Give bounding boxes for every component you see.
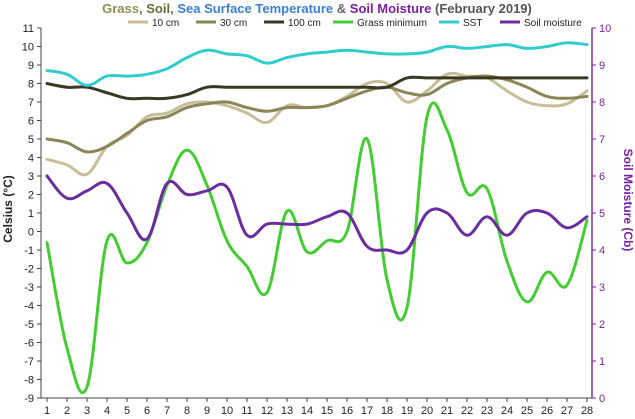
legend-label-30-cm: 30 cm xyxy=(220,18,247,29)
x-axis-ticks: 1 2 3 4 5 6 7 8 9 10 11 12 13 14 15 16 17 18 19 20 21 22 23 24 2… xyxy=(44,398,593,417)
x-tick-label: 10 xyxy=(221,405,233,417)
x-tick-label: 12 xyxy=(261,405,273,417)
left-tick-label: -8 xyxy=(24,375,34,387)
right-tick-label: 7 xyxy=(599,134,605,146)
x-tick-label: 7 xyxy=(164,405,170,417)
left-tick-label: -3 xyxy=(24,282,34,294)
left-tick-label: 3 xyxy=(28,171,34,183)
x-tick-label: 13 xyxy=(281,405,293,417)
x-tick-label: 11 xyxy=(241,405,252,417)
x-tick-label: 6 xyxy=(144,405,150,417)
axes xyxy=(40,28,593,399)
series-line-soil-moisture xyxy=(45,174,589,255)
x-tick-label: 26 xyxy=(541,405,553,417)
title-part: Soil xyxy=(146,1,170,16)
left-tick-label: -6 xyxy=(24,338,34,350)
x-tick-label: 21 xyxy=(441,405,453,417)
x-tick-label: 3 xyxy=(84,405,90,417)
left-tick-label: 5 xyxy=(28,134,34,146)
right-tick-label: 8 xyxy=(599,97,605,109)
left-tick-label: -9 xyxy=(24,393,34,405)
title-part: Soil Moisture xyxy=(350,1,432,16)
chart-title: Grass, Soil, Sea Surface Temperature & S… xyxy=(102,1,532,16)
title-part: (February 2019) xyxy=(431,1,531,16)
left-tick-label: -7 xyxy=(24,356,34,368)
x-tick-label: 5 xyxy=(124,405,130,417)
x-tick-label: 24 xyxy=(501,405,513,417)
left-tick-label: 0 xyxy=(28,227,34,239)
series-line-sst xyxy=(45,41,589,87)
left-tick-label: 10 xyxy=(22,42,34,54)
left-tick-label: 8 xyxy=(28,79,34,91)
right-axis-ticks: 0 1 2 3 4 5 6 7 8 9 10 xyxy=(592,23,611,405)
x-tick-label: 28 xyxy=(581,405,593,417)
x-tick-label: 20 xyxy=(421,405,433,417)
title-part: Sea Surface Temperature xyxy=(177,1,333,16)
x-tick-label: 22 xyxy=(461,405,473,417)
right-axis-label: Soil Moisture (Cb) xyxy=(621,149,635,252)
legend-label-100-cm: 100 cm xyxy=(288,18,321,29)
x-tick-label: 8 xyxy=(184,405,190,417)
left-axis-ticks: -9 -8 -7 -6 -5 -4 -3 -2 -1 0 1 2 3 4 5 6 7 8 9 10 11 xyxy=(22,23,41,405)
x-tick-label: 14 xyxy=(301,405,313,417)
left-tick-label: 1 xyxy=(28,208,34,220)
x-tick-label: 1 xyxy=(44,405,50,417)
x-tick-label: 18 xyxy=(381,405,393,417)
right-tick-label: 3 xyxy=(599,282,605,294)
legend-label-sst: SST xyxy=(463,18,482,29)
left-tick-label: 7 xyxy=(28,97,34,109)
right-tick-label: 2 xyxy=(599,319,605,331)
x-tick-label: 2 xyxy=(64,405,70,417)
left-tick-label: -1 xyxy=(24,245,34,257)
right-tick-label: 1 xyxy=(599,356,605,368)
legend-label-10-cm: 10 cm xyxy=(152,18,179,29)
right-tick-label: 9 xyxy=(599,60,605,72)
right-tick-label: 4 xyxy=(599,245,605,257)
x-tick-label: 19 xyxy=(401,405,413,417)
legend-label-soil-moisture: Soil moisture xyxy=(524,18,582,29)
left-tick-label: -5 xyxy=(24,319,34,331)
legend: 10 cm 30 cm 100 cm Grass minimum SST Soil moi… xyxy=(128,18,582,29)
series-line-100-cm xyxy=(45,75,589,101)
series-line-grass-minimum xyxy=(45,101,589,395)
x-tick-label: 23 xyxy=(481,405,493,417)
x-tick-label: 9 xyxy=(204,405,210,417)
left-tick-label: 2 xyxy=(28,190,34,202)
title-part: , xyxy=(170,1,177,16)
x-tick-label: 16 xyxy=(341,405,353,417)
x-tick-label: 17 xyxy=(361,405,373,417)
x-tick-label: 15 xyxy=(321,405,333,417)
title-part: , xyxy=(139,1,146,16)
title-part: Grass xyxy=(102,1,139,16)
right-tick-label: 6 xyxy=(599,171,605,183)
left-tick-label: 4 xyxy=(28,153,34,165)
x-tick-label: 27 xyxy=(561,405,573,417)
left-tick-label: 9 xyxy=(28,60,34,72)
title-part: & xyxy=(333,1,350,16)
x-tick-label: 4 xyxy=(104,405,110,417)
right-tick-label: 5 xyxy=(599,208,605,220)
x-tick-label: 25 xyxy=(521,405,533,417)
right-tick-label: 10 xyxy=(599,23,611,35)
legend-label-grass-minimum: Grass minimum xyxy=(357,18,427,29)
left-tick-label: -4 xyxy=(24,301,34,313)
left-tick-label: -2 xyxy=(24,264,34,276)
left-tick-label: 11 xyxy=(23,23,34,35)
series-lines xyxy=(45,41,589,395)
left-tick-label: 6 xyxy=(28,116,34,128)
left-axis-label: Celsius (°C) xyxy=(1,175,15,242)
right-tick-label: 0 xyxy=(599,393,605,405)
